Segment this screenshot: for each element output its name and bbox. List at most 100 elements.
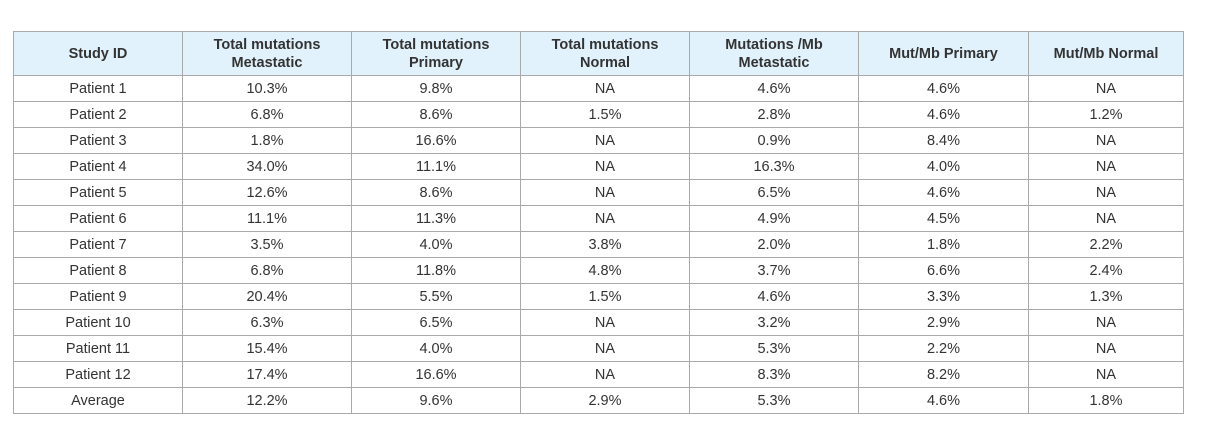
cell-total-normal: 3.8%	[520, 231, 690, 258]
cell-study-id: Patient 4	[13, 153, 183, 180]
cell-mb-normal: NA	[1028, 127, 1184, 154]
cell-mb-metastatic: 8.3%	[689, 361, 859, 388]
cell-mb-normal: NA	[1028, 335, 1184, 362]
header-total-mutations-primary: Total mutations Primary	[351, 31, 521, 76]
table-row: Patient 2 6.8% 8.6% 1.5% 2.8% 4.6% 1.2%	[13, 101, 1184, 128]
cell-total-primary: 11.1%	[351, 153, 521, 180]
cell-mb-primary: 4.6%	[858, 101, 1029, 128]
table-row: Patient 8 6.8% 11.8% 4.8% 3.7% 6.6% 2.4%	[13, 257, 1184, 284]
cell-total-normal: 1.5%	[520, 101, 690, 128]
cell-mb-metastatic: 6.5%	[689, 179, 859, 206]
cell-mb-normal: NA	[1028, 309, 1184, 336]
cell-study-id: Patient 2	[13, 101, 183, 128]
cell-mb-metastatic: 3.2%	[689, 309, 859, 336]
cell-total-normal: 2.9%	[520, 387, 690, 414]
cell-mb-normal: 1.8%	[1028, 387, 1184, 414]
cell-total-normal: 4.8%	[520, 257, 690, 284]
table-row: Patient 10 6.3% 6.5% NA 3.2% 2.9% NA	[13, 309, 1184, 336]
cell-study-id: Patient 10	[13, 309, 183, 336]
cell-total-metastatic: 12.6%	[182, 179, 352, 206]
header-label-line1: Total mutations	[382, 36, 490, 53]
cell-mb-metastatic: 2.8%	[689, 101, 859, 128]
cell-study-id: Patient 1	[13, 75, 183, 102]
header-label-line2: Metastatic	[738, 54, 810, 71]
cell-mb-normal: 2.4%	[1028, 257, 1184, 284]
mutation-table: Study ID Total mutations Metastatic Total…	[13, 31, 1184, 414]
header-total-mutations-normal: Total mutations Normal	[520, 31, 690, 76]
cell-mb-primary: 4.6%	[858, 75, 1029, 102]
cell-total-primary: 16.6%	[351, 127, 521, 154]
cell-total-primary: 4.0%	[351, 335, 521, 362]
header-mut-mb-primary: Mut/Mb Primary	[858, 31, 1029, 76]
cell-total-primary: 4.0%	[351, 231, 521, 258]
table-row: Patient 1 10.3% 9.8% NA 4.6% 4.6% NA	[13, 75, 1184, 102]
header-label-line1: Mutations /Mb	[725, 36, 823, 53]
cell-total-metastatic: 17.4%	[182, 361, 352, 388]
cell-mb-metastatic: 3.7%	[689, 257, 859, 284]
cell-total-normal: NA	[520, 309, 690, 336]
header-label-line1: Total mutations	[213, 36, 321, 53]
table-row: Patient 5 12.6% 8.6% NA 6.5% 4.6% NA	[13, 179, 1184, 206]
cell-total-metastatic: 1.8%	[182, 127, 352, 154]
cell-mb-primary: 4.5%	[858, 205, 1029, 232]
table-row: Patient 9 20.4% 5.5% 1.5% 4.6% 3.3% 1.3%	[13, 283, 1184, 310]
cell-study-id: Patient 11	[13, 335, 183, 362]
cell-mb-metastatic: 16.3%	[689, 153, 859, 180]
cell-mb-metastatic: 4.9%	[689, 205, 859, 232]
cell-total-metastatic: 20.4%	[182, 283, 352, 310]
cell-total-primary: 8.6%	[351, 101, 521, 128]
cell-total-metastatic: 6.8%	[182, 257, 352, 284]
cell-study-id: Patient 8	[13, 257, 183, 284]
cell-mb-primary: 2.9%	[858, 309, 1029, 336]
cell-mb-normal: 1.2%	[1028, 101, 1184, 128]
cell-mb-metastatic: 0.9%	[689, 127, 859, 154]
cell-study-id: Patient 7	[13, 231, 183, 258]
cell-total-normal: 1.5%	[520, 283, 690, 310]
cell-mb-metastatic: 5.3%	[689, 387, 859, 414]
cell-mb-normal: NA	[1028, 361, 1184, 388]
cell-total-normal: NA	[520, 361, 690, 388]
cell-mb-primary: 4.6%	[858, 179, 1029, 206]
cell-total-normal: NA	[520, 153, 690, 180]
table-row: Patient 6 11.1% 11.3% NA 4.9% 4.5% NA	[13, 205, 1184, 232]
table-row: Patient 12 17.4% 16.6% NA 8.3% 8.2% NA	[13, 361, 1184, 388]
cell-mb-primary: 2.2%	[858, 335, 1029, 362]
cell-mb-normal: NA	[1028, 153, 1184, 180]
cell-study-id: Patient 12	[13, 361, 183, 388]
header-label-line2: Normal	[580, 54, 630, 71]
header-total-mutations-metastatic: Total mutations Metastatic	[182, 31, 352, 76]
cell-total-primary: 8.6%	[351, 179, 521, 206]
cell-total-primary: 16.6%	[351, 361, 521, 388]
cell-mb-metastatic: 4.6%	[689, 75, 859, 102]
header-label-line2: Metastatic	[231, 54, 303, 71]
cell-mb-normal: NA	[1028, 205, 1184, 232]
header-study-id: Study ID	[13, 31, 183, 76]
cell-mb-normal: NA	[1028, 75, 1184, 102]
header-label-line2: Primary	[408, 54, 463, 71]
cell-total-metastatic: 10.3%	[182, 75, 352, 102]
table-row: Patient 7 3.5% 4.0% 3.8% 2.0% 1.8% 2.2%	[13, 231, 1184, 258]
cell-total-primary: 11.8%	[351, 257, 521, 284]
table-row-average: Average 12.2% 9.6% 2.9% 5.3% 4.6% 1.8%	[13, 387, 1184, 414]
cell-total-normal: NA	[520, 127, 690, 154]
cell-mb-primary: 4.6%	[858, 387, 1029, 414]
cell-total-metastatic: 6.3%	[182, 309, 352, 336]
cell-mb-primary: 8.2%	[858, 361, 1029, 388]
cell-study-id: Patient 9	[13, 283, 183, 310]
cell-mb-normal: NA	[1028, 179, 1184, 206]
cell-mb-primary: 8.4%	[858, 127, 1029, 154]
cell-study-id: Patient 5	[13, 179, 183, 206]
cell-mb-metastatic: 5.3%	[689, 335, 859, 362]
cell-mb-primary: 1.8%	[858, 231, 1029, 258]
header-label: Mut/Mb Primary	[889, 45, 998, 62]
cell-total-primary: 9.6%	[351, 387, 521, 414]
table-row: Patient 4 34.0% 11.1% NA 16.3% 4.0% NA	[13, 153, 1184, 180]
cell-mb-primary: 4.0%	[858, 153, 1029, 180]
cell-mb-normal: 2.2%	[1028, 231, 1184, 258]
cell-total-normal: NA	[520, 335, 690, 362]
cell-mb-metastatic: 2.0%	[689, 231, 859, 258]
header-label: Study ID	[68, 45, 128, 62]
cell-total-metastatic: 15.4%	[182, 335, 352, 362]
cell-total-normal: NA	[520, 205, 690, 232]
table-row: Patient 3 1.8% 16.6% NA 0.9% 8.4% NA	[13, 127, 1184, 154]
